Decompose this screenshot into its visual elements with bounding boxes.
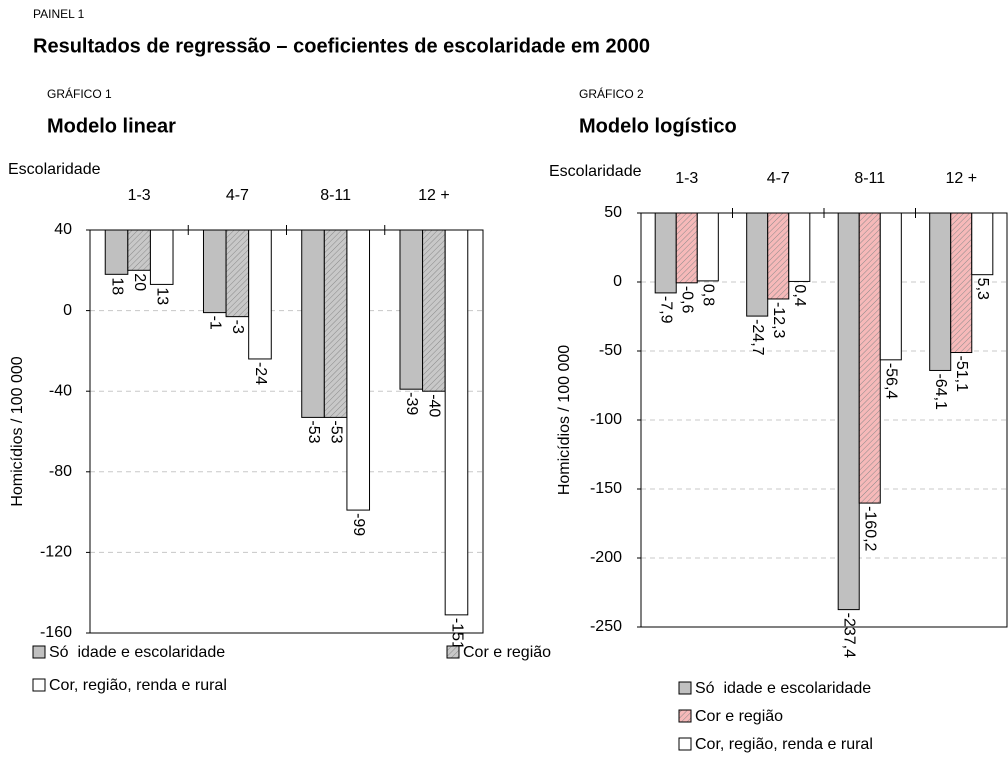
- value-label: -3: [229, 320, 246, 334]
- y-tick-label: -100: [590, 411, 622, 428]
- bar: [444, 229, 469, 616]
- y-tick-label: 0: [63, 302, 72, 319]
- legend-swatch: [678, 681, 692, 695]
- bar: [248, 229, 272, 360]
- y-axis-label: Homicídios / 100 000: [556, 345, 573, 495]
- y-tick-label: -150: [590, 480, 622, 497]
- value-label: 5,3: [974, 278, 991, 300]
- bar: [422, 229, 446, 392]
- x-axis-label: Escolaridade: [549, 163, 642, 180]
- bar: [675, 212, 698, 284]
- value-label: -1: [207, 316, 224, 330]
- x-tick-label: 4-7: [767, 170, 790, 187]
- value-label: -160,2: [862, 506, 879, 551]
- bar: [149, 229, 174, 285]
- legend-swatch: [446, 645, 460, 659]
- x-tick-label: 8-11: [320, 187, 351, 204]
- value-label: 13: [153, 287, 170, 305]
- value-label: 18: [108, 277, 125, 295]
- bar: [225, 229, 250, 318]
- value-label: -7,9: [657, 296, 674, 324]
- legend-swatch: [678, 737, 692, 751]
- bar: [346, 229, 371, 511]
- value-label: -39: [403, 392, 420, 415]
- value-label: -40: [426, 394, 443, 417]
- value-label: -24: [252, 362, 269, 385]
- value-label: -56,4: [883, 363, 900, 400]
- y-tick-label: -40: [49, 382, 72, 399]
- value-label: -0,6: [679, 286, 696, 314]
- y-tick-label: -250: [590, 618, 622, 635]
- y-tick-label: 50: [604, 204, 622, 221]
- x-tick-label: 12 +: [945, 170, 977, 187]
- chart-title: Modelo linear: [47, 115, 176, 137]
- x-tick-label: 1-3: [128, 187, 151, 204]
- chart-title: Modelo logístico: [579, 115, 737, 137]
- chart-label: GRÁFICO 1: [47, 86, 112, 101]
- value-label: -12,3: [770, 302, 787, 339]
- y-tick-label: 0: [613, 273, 622, 290]
- bar: [202, 229, 227, 314]
- value-label: -24,7: [749, 319, 766, 356]
- legend-swatch: [678, 709, 692, 723]
- value-label: -64,1: [932, 373, 949, 410]
- value-label: -99: [350, 513, 367, 536]
- legend-label: Só idade e escolaridade: [49, 644, 225, 661]
- value-label: -53: [305, 420, 322, 443]
- legend-label: Cor, região, renda e rural: [49, 677, 227, 694]
- bar: [654, 212, 677, 294]
- value-label: -237,4: [840, 613, 857, 658]
- x-tick-label: 1-3: [675, 170, 698, 187]
- y-tick-label: -160: [40, 624, 72, 641]
- bar: [696, 212, 719, 282]
- bar: [746, 212, 769, 317]
- panel-label: PAINEL 1: [33, 7, 85, 21]
- bar: [837, 212, 860, 611]
- legend-swatch: [32, 678, 46, 692]
- bar: [971, 212, 994, 276]
- bar: [788, 212, 811, 282]
- legend-label: Só idade e escolaridade: [695, 680, 871, 697]
- bar: [323, 229, 348, 418]
- legend-label: Cor e região: [463, 644, 551, 661]
- bar: [950, 212, 973, 354]
- y-tick-label: -200: [590, 549, 622, 566]
- bar: [767, 212, 790, 300]
- value-label: -151: [448, 618, 465, 650]
- x-tick-label: 8-11: [854, 170, 885, 187]
- legend-swatch: [32, 645, 46, 659]
- value-label: 0,4: [791, 284, 808, 306]
- x-tick-label: 12 +: [418, 187, 450, 204]
- y-tick-label: -80: [49, 463, 72, 480]
- bar: [929, 212, 952, 371]
- value-label: 0,8: [700, 284, 717, 306]
- value-label: 20: [131, 273, 148, 291]
- bar: [399, 229, 424, 390]
- panel-title: Resultados de regressão – coeficientes d…: [33, 35, 650, 57]
- y-tick-label: -50: [599, 342, 622, 359]
- bar: [301, 229, 325, 418]
- legend-label: Cor, região, renda e rural: [695, 736, 873, 753]
- y-tick-label: -120: [40, 544, 72, 561]
- value-label: -51,1: [953, 356, 970, 393]
- bar: [127, 229, 151, 271]
- x-axis-label: Escolaridade: [8, 161, 101, 178]
- chart-label: GRÁFICO 2: [579, 86, 644, 101]
- y-tick-label: 40: [54, 221, 72, 238]
- bar: [858, 212, 881, 504]
- value-label: -53: [327, 420, 344, 443]
- bar: [104, 229, 129, 275]
- x-tick-label: 4-7: [226, 187, 249, 204]
- y-axis-label: Homicídios / 100 000: [9, 356, 26, 506]
- bar: [879, 212, 902, 361]
- legend-label: Cor e região: [695, 708, 783, 725]
